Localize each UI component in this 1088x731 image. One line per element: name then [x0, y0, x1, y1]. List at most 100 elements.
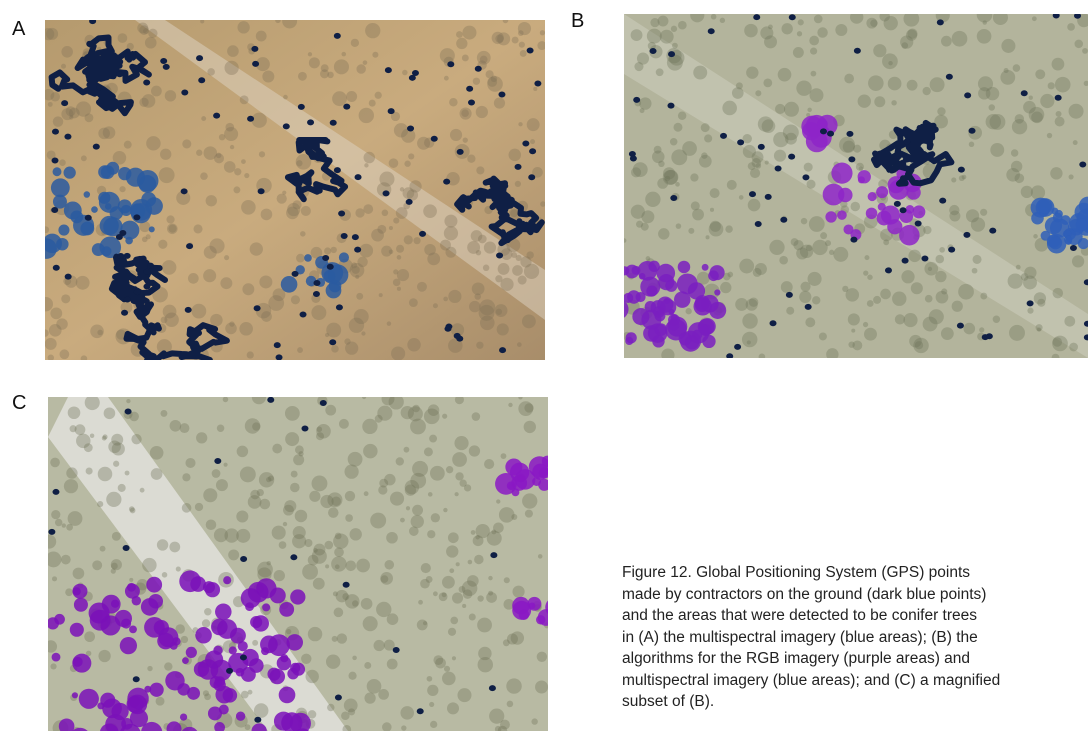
gps-point: [946, 74, 953, 80]
gps-point: [737, 139, 744, 145]
vegetation: [248, 495, 262, 509]
gps-point: [775, 166, 782, 172]
vegetation: [191, 304, 206, 319]
vegetation: [928, 267, 932, 271]
gps-point: [489, 685, 496, 691]
vegetation: [346, 560, 357, 571]
vegetation: [901, 42, 908, 49]
vegetation: [262, 70, 274, 82]
vegetation: [454, 436, 468, 450]
vegetation: [203, 269, 216, 282]
vegetation: [941, 327, 954, 340]
vegetation: [641, 223, 649, 231]
vegetation: [1000, 70, 1015, 85]
vegetation: [512, 265, 523, 276]
gps-point: [96, 84, 103, 90]
vegetation: [296, 254, 305, 263]
vegetation: [448, 628, 456, 636]
vegetation: [1050, 167, 1062, 179]
vegetation: [148, 29, 157, 38]
vegetation: [300, 231, 306, 237]
gps-point: [444, 326, 451, 332]
detected-area: [858, 176, 865, 183]
vegetation: [337, 633, 347, 643]
vegetation: [242, 283, 254, 295]
vegetation: [325, 564, 329, 568]
vegetation: [257, 489, 264, 496]
vegetation: [864, 255, 869, 260]
vegetation: [511, 252, 517, 258]
vegetation: [671, 149, 687, 165]
vegetation: [118, 33, 128, 43]
vegetation: [901, 270, 914, 283]
vegetation: [1032, 16, 1037, 21]
gps-point: [334, 33, 341, 39]
vegetation: [634, 62, 643, 71]
vegetation: [331, 496, 341, 506]
vegetation: [370, 513, 386, 529]
detected-area: [52, 653, 61, 662]
vegetation: [526, 251, 533, 258]
vegetation: [386, 532, 398, 544]
gps-point: [251, 46, 258, 52]
vegetation: [535, 680, 548, 693]
gps-point: [252, 61, 259, 67]
vegetation: [90, 434, 94, 438]
vegetation: [359, 108, 374, 123]
detected-area: [51, 178, 70, 197]
vegetation: [765, 160, 769, 164]
gps-point: [720, 133, 727, 139]
detected-area: [714, 289, 720, 295]
vegetation: [746, 67, 758, 79]
vegetation: [409, 298, 418, 307]
detected-area: [157, 633, 174, 650]
gps-point: [85, 215, 92, 221]
vegetation: [396, 457, 404, 465]
gps-point: [820, 128, 827, 134]
vegetation: [810, 48, 817, 55]
vegetation: [274, 570, 285, 581]
gps-point: [903, 139, 910, 145]
vegetation: [206, 195, 217, 206]
gps-point: [133, 214, 140, 220]
vegetation: [508, 403, 512, 407]
vegetation: [819, 332, 827, 340]
vegetation: [219, 134, 225, 140]
gps-point: [496, 252, 503, 258]
vegetation: [779, 256, 788, 265]
vegetation: [812, 240, 827, 255]
vegetation: [807, 108, 811, 112]
vegetation: [1033, 234, 1038, 239]
vegetation: [404, 235, 413, 244]
gps-point: [1079, 162, 1086, 168]
vegetation: [50, 458, 60, 468]
gps-point: [1021, 90, 1028, 96]
vegetation: [50, 307, 62, 319]
vegetation: [308, 52, 312, 56]
vegetation: [990, 143, 1004, 157]
aerial-image: [45, 20, 545, 360]
gps-point: [327, 264, 334, 270]
vegetation: [374, 640, 385, 651]
detected-area: [253, 615, 269, 631]
vegetation: [331, 345, 338, 352]
vegetation: [225, 123, 234, 132]
gps-point: [125, 409, 132, 415]
vegetation: [631, 205, 645, 219]
gps-point: [53, 265, 60, 271]
vegetation: [870, 20, 877, 27]
vegetation: [517, 342, 522, 347]
vegetation: [363, 204, 373, 214]
vegetation: [647, 29, 662, 44]
gps-point: [65, 274, 72, 280]
gps-point: [321, 157, 328, 163]
vegetation: [355, 208, 364, 217]
gps-point: [117, 253, 124, 259]
vegetation: [423, 621, 427, 625]
vegetation: [474, 293, 480, 299]
gps-point: [447, 61, 454, 67]
vegetation: [711, 14, 717, 20]
detected-area: [695, 295, 710, 310]
vegetation: [495, 304, 508, 317]
gps-point: [334, 167, 341, 173]
